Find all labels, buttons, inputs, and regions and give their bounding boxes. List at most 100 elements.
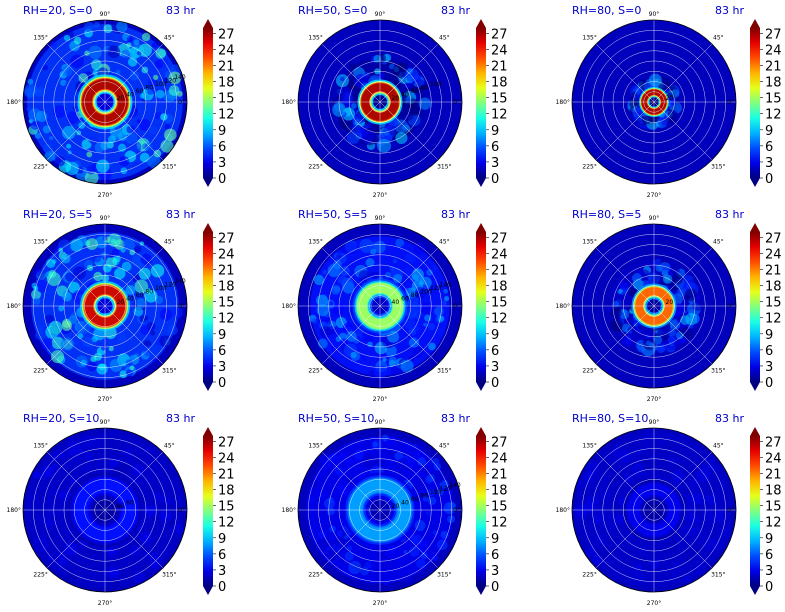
radial-label: 80 [411,292,419,299]
field-cell [354,73,368,88]
field-cell [77,453,83,459]
angle-label: 225° [582,163,596,170]
field-cell [417,457,427,467]
angle-label: 135° [582,239,596,246]
field-cell [164,128,177,142]
field-cell [643,428,656,441]
field-cell [353,449,364,460]
angle-label: 90° [649,419,660,426]
field-cell [84,452,93,462]
field-cell [27,78,34,85]
panel-title: RH=20, S=0 [23,4,92,17]
field-cell [671,273,683,285]
colorbar-tick-label: 9 [765,532,773,547]
colorbar-extend-max [750,19,760,28]
colorbar-gradient [750,436,760,586]
field-cell [447,489,453,495]
field-cell [444,296,450,302]
angle-label: 225° [582,571,596,578]
grid-spoke [46,43,106,103]
colorbar-tick-label: 3 [765,156,773,171]
field-cell [433,471,445,483]
colorbar-tick-label: 18 [765,280,782,295]
field-cell [143,505,156,517]
field-cell [425,510,431,516]
angle-label: 135° [582,35,596,42]
field-cell [390,141,396,147]
field-cell [171,306,184,319]
field-cell [110,458,119,468]
field-cell [574,504,588,518]
colorbar-extend-min [750,586,760,595]
field-cell [443,288,448,294]
panel-title: RH=20, S=10 [23,412,99,425]
field-cell [53,105,66,119]
angle-label: 225° [33,163,47,170]
field-cell [31,508,38,514]
polar-panel: 0°45°90°135°180°225°270°315°204060801001… [282,412,508,607]
field-cell [425,476,433,484]
field-cell [87,547,95,556]
field-cell [411,302,422,313]
panel-time: 83 hr [166,4,195,17]
radial-label: 60 [136,88,144,95]
field-cell [606,307,612,312]
field-cell [153,492,161,500]
colorbar-tick-label: 3 [765,564,773,579]
field-cell [52,463,60,471]
field-cell [332,88,346,102]
colorbar-gradient [750,232,760,382]
field-cell [363,454,378,469]
field-cell [55,156,66,167]
panel-title: RH=80, S=5 [572,208,641,221]
field-cell [45,510,52,517]
colorbar-tick-label: 18 [765,76,782,91]
field-cell [30,289,42,300]
polar-panel: 0° 45° 90° 135° 180° 225° 270° 315° 20 RH=80, S=5… [556,208,782,403]
angle-label: 180° [7,303,21,310]
field-cell [322,269,328,275]
field-cell [420,552,428,560]
field-cell [108,253,114,259]
angle-label: 90° [375,419,386,426]
field-cell [344,457,359,471]
field-cell [148,125,157,134]
radial-label: 20 [392,503,400,510]
field-cell [317,338,328,349]
angle-label: 315° [162,571,176,578]
field-cell [123,447,133,457]
radial-label: 60 [401,295,409,302]
field-cell [107,546,117,557]
field-cell [173,522,184,533]
grid-spoke [46,509,106,569]
grid-spoke [104,101,164,161]
field-cell [313,274,325,286]
angle-label: 45° [439,35,450,42]
field-cell [427,496,437,505]
field-cell [710,509,717,517]
grid-spoke [379,451,439,511]
grid-spoke [653,247,713,307]
colorbar-tick-label: 24 [218,451,235,466]
field-cell [48,320,63,335]
colorbar-tick-label: 24 [218,43,235,58]
radial-label: 80 [420,84,428,91]
field-cell [143,345,154,357]
angle-label: 0° [178,99,185,106]
field-cell [685,518,696,529]
field-cell [404,82,411,89]
field-cell [588,514,594,520]
field-cell [117,333,127,343]
field-cell [365,258,375,267]
field-cell [434,306,444,317]
field-cell [127,57,138,67]
field-cell [621,332,627,338]
colorbar-tick-label: 21 [218,60,235,75]
field-cell [393,552,407,565]
colorbar-tick-label: 9 [491,124,499,139]
field-cell [58,452,66,460]
colorbar-extend-min [750,382,760,391]
field-cell [51,350,65,364]
